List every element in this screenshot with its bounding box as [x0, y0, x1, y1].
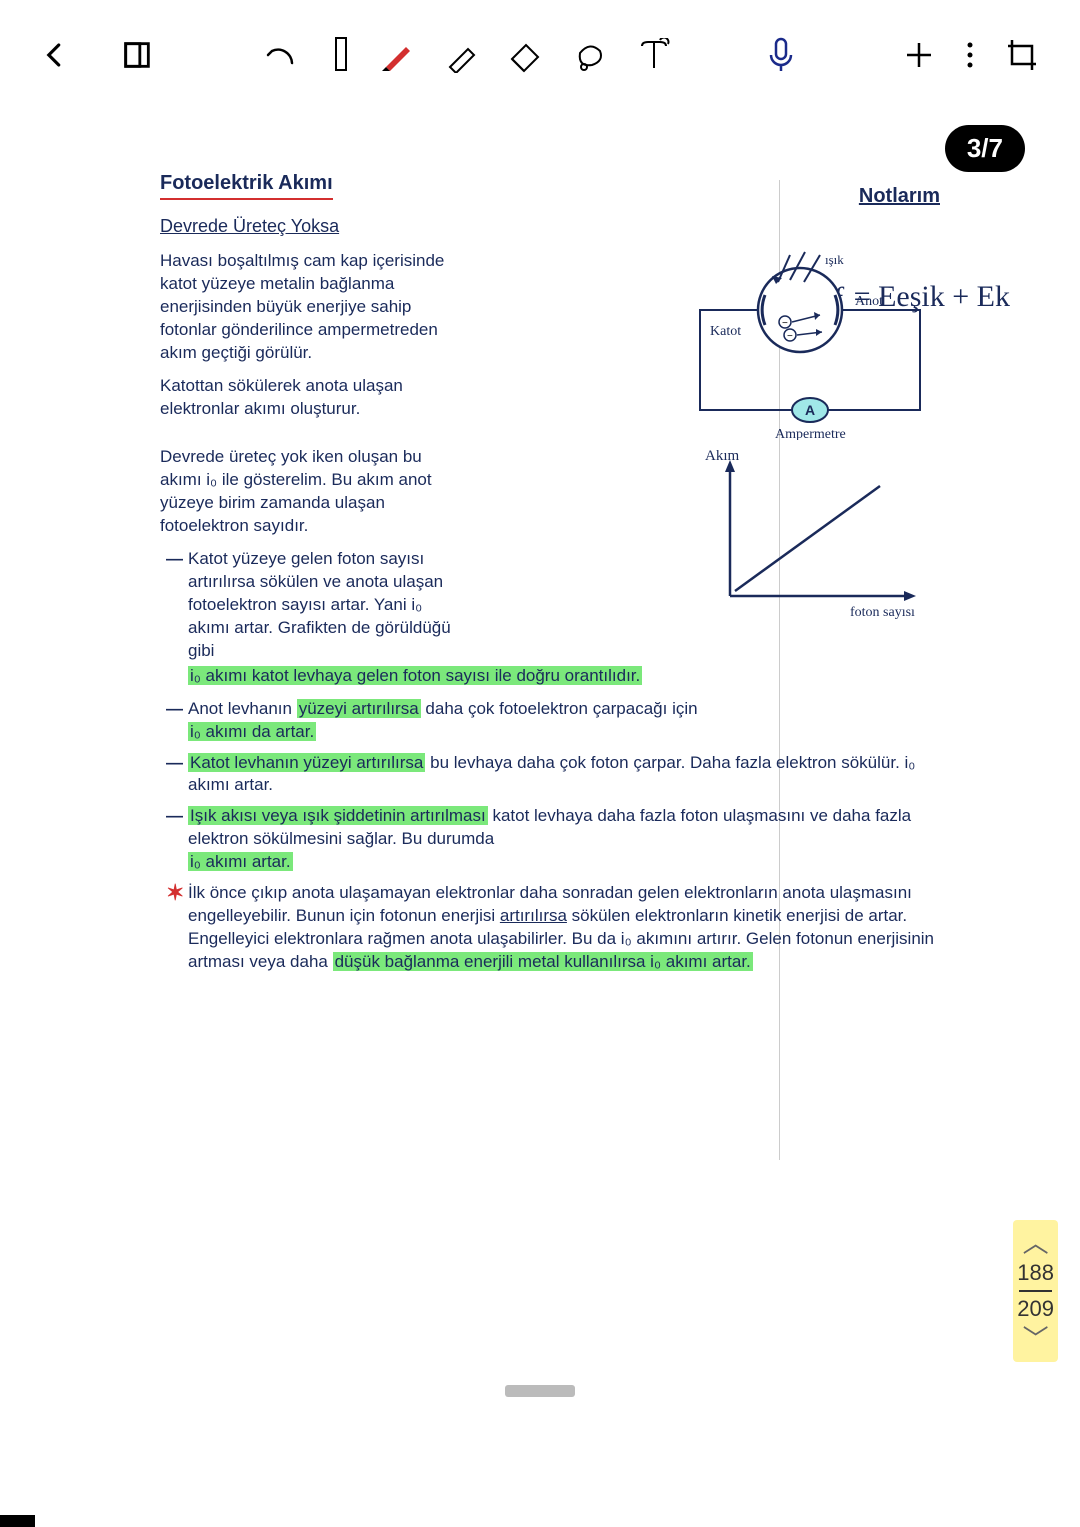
highlight-2b: i₀ akımı da artar. [188, 722, 316, 741]
document-content: Fotoelektrik Akımı Devrede Üreteç Yoksa … [160, 170, 940, 982]
highlight-4b: i₀ akımı artar. [188, 852, 293, 871]
svg-text:−: − [787, 331, 793, 342]
plus-icon[interactable] [904, 40, 934, 70]
line-graph: Akım foton sayısı [700, 446, 940, 626]
graph-ylabel: Akım [705, 448, 740, 464]
undo-icon[interactable] [262, 41, 302, 69]
bullet-star-icon: ✶ [166, 882, 188, 974]
ammeter-caption: Ampermetre [775, 427, 846, 440]
bullet-dash-icon: — [166, 548, 188, 663]
text-icon[interactable] [636, 38, 670, 72]
circuit-label-isik: ışık [825, 252, 844, 267]
highlight-5: düşük bağlanma enerjili metal kullanılır… [333, 952, 753, 971]
bullet-5: İlk önce çıkıp anota ulaşamayan elektron… [188, 882, 940, 974]
svg-text:−: − [782, 318, 788, 329]
highlight-4a: Işık akısı veya ışık şiddetinin artırılm… [188, 806, 488, 825]
circuit-label-katot: Katot [710, 324, 741, 339]
toolbar-right-group [904, 38, 1040, 72]
ammeter-label: A [805, 402, 815, 418]
selection-icon[interactable] [120, 38, 154, 72]
more-icon[interactable] [964, 40, 976, 70]
crop-icon[interactable] [1006, 38, 1040, 72]
circuit-label-anot: Anot [855, 294, 883, 309]
bullet-dash-icon: — [166, 698, 188, 744]
eraser-icon[interactable] [508, 37, 544, 73]
page-total: 209 [1017, 1296, 1054, 1322]
chevron-down-icon[interactable]: ﹀ [1017, 1322, 1054, 1356]
doc-title: Fotoelektrik Akımı [160, 170, 940, 200]
paragraph-3: Devrede üreteç yok iken oluşan bu akımı … [160, 446, 450, 538]
highlight-2a: yüzeyi artırılırsa [297, 699, 421, 718]
bullet-2: Anot levhanın yüzeyi artırılırsa daha ço… [188, 698, 940, 744]
chevron-up-icon[interactable]: ︿ [1017, 1226, 1054, 1260]
paragraph-2: Katottan sökülerek anota ulaşan elektron… [160, 375, 460, 421]
top-toolbar [0, 0, 1080, 110]
page-counter: ︿ 188 209 ﹀ [1013, 1220, 1058, 1362]
toolbar-left-group [40, 35, 154, 75]
bullet-dash-icon: — [166, 805, 188, 874]
bullet-dash-icon: — [166, 752, 188, 798]
paragraph-1: Havası boşaltılmış cam kap içerisinde ka… [160, 250, 460, 365]
page-current: 188 [1017, 1260, 1054, 1286]
lasso-icon[interactable] [572, 37, 608, 73]
bullet-4: Işık akısı veya ışık şiddetinin artırılm… [188, 805, 940, 874]
graph-xlabel: foton sayısı [850, 605, 915, 620]
highlighter-icon[interactable] [444, 37, 480, 73]
doc-subtitle: Devrede Üreteç Yoksa [160, 214, 940, 238]
circuit-diagram: ışık − − Katot Anot A Ampermetre [690, 250, 940, 440]
pen-icon[interactable] [380, 37, 416, 73]
bookmark-icon[interactable] [330, 36, 352, 74]
page-indicator-badge: 3/7 [945, 125, 1025, 172]
highlight-3: Katot levhanın yüzeyi artırılırsa [188, 753, 425, 772]
bullet-1-highlight-line: i₀ akımı katot levhaya gelen foton sayıs… [188, 665, 940, 688]
bullet-3: Katot levhanın yüzeyi artırılırsa bu lev… [188, 752, 940, 798]
bullet-1-partial: Katot yüzeye gelen foton sayısı artırılı… [188, 548, 468, 663]
bottom-edge-bar [0, 1515, 35, 1527]
mic-icon[interactable] [766, 35, 796, 75]
highlight-1: i₀ akımı katot levhaya gelen foton sayıs… [188, 666, 642, 685]
toolbar-center-group [262, 35, 796, 75]
scroll-handle[interactable] [505, 1385, 575, 1397]
back-icon[interactable] [40, 35, 70, 75]
